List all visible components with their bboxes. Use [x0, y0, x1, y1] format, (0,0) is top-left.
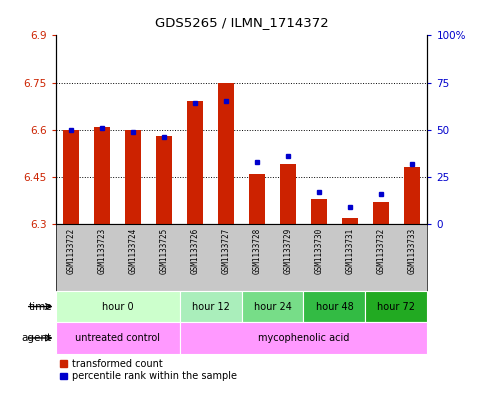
- Text: GSM1133729: GSM1133729: [284, 227, 293, 274]
- Bar: [156, 136, 172, 224]
- Text: hour 12: hour 12: [192, 301, 229, 312]
- Text: agent: agent: [22, 333, 52, 343]
- Bar: [125, 130, 141, 224]
- Text: GDS5265 / ILMN_1714372: GDS5265 / ILMN_1714372: [155, 17, 328, 29]
- Text: untreated control: untreated control: [75, 333, 160, 343]
- Text: hour 72: hour 72: [377, 301, 415, 312]
- Text: GSM1133726: GSM1133726: [190, 227, 199, 274]
- Bar: [303, 291, 366, 322]
- Text: mycophenolic acid: mycophenolic acid: [258, 333, 349, 343]
- Text: hour 24: hour 24: [254, 301, 291, 312]
- Text: GSM1133723: GSM1133723: [98, 227, 107, 274]
- Text: GSM1133727: GSM1133727: [222, 227, 230, 274]
- Text: GSM1133730: GSM1133730: [314, 227, 324, 274]
- Legend: transformed count, percentile rank within the sample: transformed count, percentile rank withi…: [60, 358, 237, 382]
- Bar: [373, 202, 389, 224]
- Text: hour 48: hour 48: [315, 301, 354, 312]
- Bar: [218, 83, 234, 224]
- Bar: [180, 322, 427, 354]
- Bar: [280, 164, 296, 224]
- Bar: [342, 218, 358, 224]
- Text: GSM1133724: GSM1133724: [128, 227, 138, 274]
- Text: hour 0: hour 0: [102, 301, 133, 312]
- Bar: [311, 199, 327, 224]
- Text: GSM1133725: GSM1133725: [159, 227, 169, 274]
- Bar: [56, 291, 180, 322]
- Text: GSM1133732: GSM1133732: [376, 227, 385, 274]
- Bar: [56, 322, 180, 354]
- Text: GSM1133722: GSM1133722: [67, 227, 75, 274]
- Text: GSM1133733: GSM1133733: [408, 227, 416, 274]
- Bar: [63, 130, 79, 224]
- Text: GSM1133731: GSM1133731: [345, 227, 355, 274]
- Bar: [180, 291, 242, 322]
- Bar: [249, 174, 265, 224]
- Bar: [366, 291, 427, 322]
- Bar: [404, 167, 420, 224]
- Bar: [242, 291, 303, 322]
- Bar: [94, 127, 110, 224]
- Text: GSM1133728: GSM1133728: [253, 227, 261, 274]
- Text: time: time: [28, 301, 52, 312]
- Bar: [187, 101, 203, 224]
